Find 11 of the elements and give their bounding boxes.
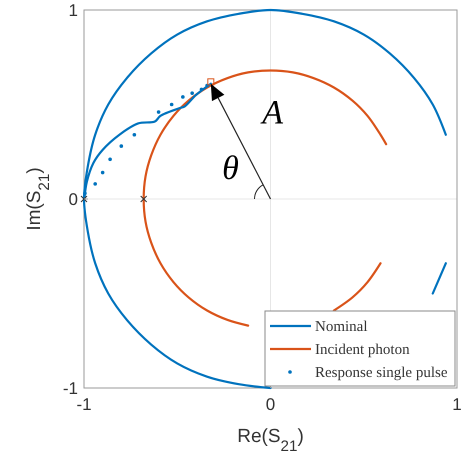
- x-tick-label: 0: [266, 395, 276, 414]
- x-tick-label: 1: [452, 395, 462, 414]
- x-axis-title: Re(S$_{21}$): [237, 426, 304, 454]
- legend-label: Nominal: [315, 319, 368, 335]
- y-tick-label: -1: [62, 379, 78, 398]
- annotation: θ: [222, 150, 239, 187]
- legend-label: Incident photon: [315, 342, 410, 358]
- y-tick-label: 1: [68, 1, 78, 20]
- annotation: A: [260, 94, 284, 132]
- legend-label: Response single pulse: [315, 365, 448, 381]
- y-tick-label: 0: [68, 190, 78, 209]
